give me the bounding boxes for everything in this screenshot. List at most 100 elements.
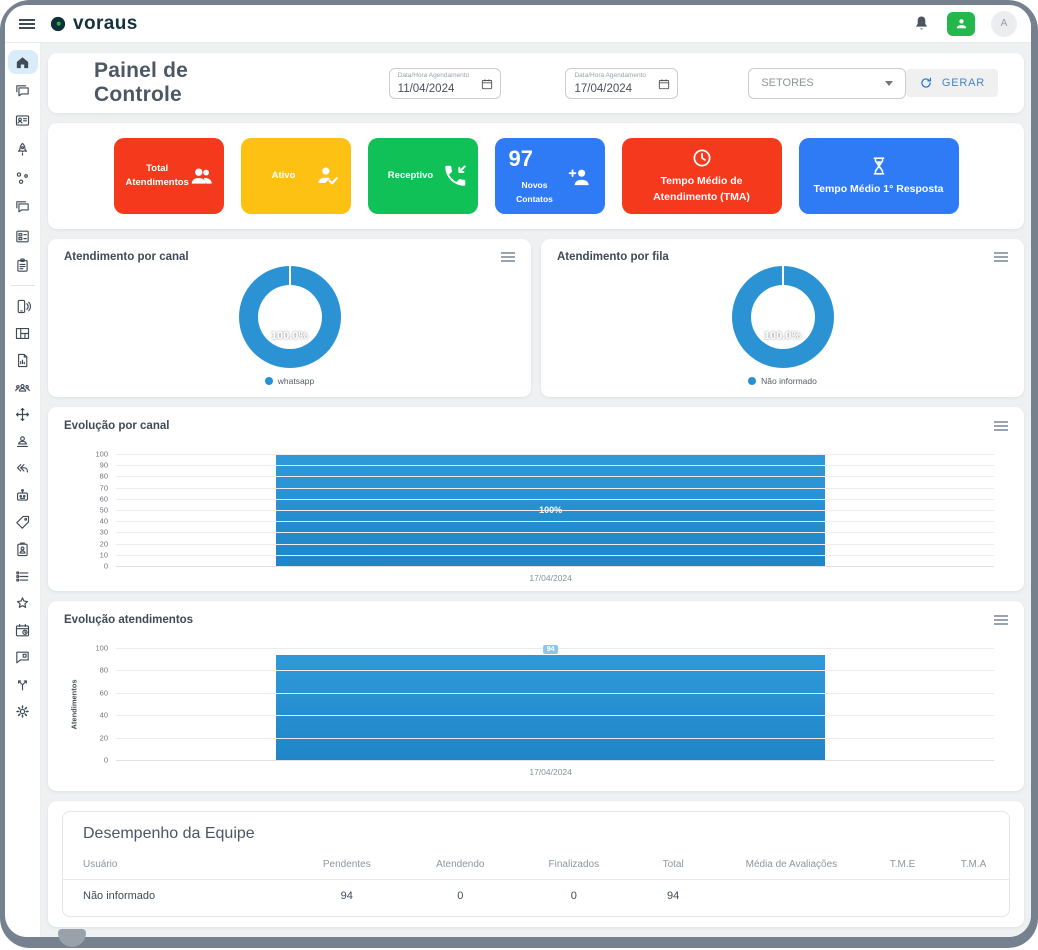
legend-dot xyxy=(264,377,273,385)
sidebar-item-settings[interactable] xyxy=(8,699,38,723)
brand-name: voraus xyxy=(73,12,138,34)
table-row: Não informado 94 0 0 94 xyxy=(63,879,1009,911)
brand-logo: voraus xyxy=(49,13,138,35)
cell-tma xyxy=(938,879,1009,911)
col-atendendo: Atendendo xyxy=(436,859,485,870)
col-total: Total xyxy=(662,859,684,870)
table-header-row: Usuário Pendentes Atendendo Finalizados … xyxy=(63,855,1009,880)
y-axis-title: Atendimentos xyxy=(69,678,79,730)
hourglass-icon xyxy=(873,157,884,175)
sidebar-item-chats[interactable] xyxy=(8,79,38,103)
date-to-value: 17/04/2024 xyxy=(574,82,633,95)
people-icon xyxy=(191,168,212,184)
col-tme: T.M.E xyxy=(889,859,916,870)
dashboard-grid-icon xyxy=(15,327,30,339)
sidebar-item-internal-chat[interactable] xyxy=(8,195,38,219)
sidebar-item-reports[interactable] xyxy=(8,348,38,372)
cell-atendendo: 0 xyxy=(403,879,518,911)
sectors-select-value: SETORES xyxy=(761,77,814,89)
y-axis-ticks: 0 20 40 60 80 100 xyxy=(95,643,108,765)
bubble-chart-icon xyxy=(16,171,28,184)
sidebar-divider xyxy=(10,285,35,286)
avatar[interactable]: A xyxy=(991,10,1017,37)
sidebar-item-chatbot[interactable] xyxy=(8,483,38,507)
person-add-icon xyxy=(568,169,589,186)
clipboard-icon xyxy=(17,258,28,272)
legend-item-nao-informado[interactable]: Não informado xyxy=(748,376,817,386)
chart-menu-icon[interactable] xyxy=(994,252,1008,262)
chart-card-evolucao-canal: Evolução por canal 0 10 20 30 40 50 60 70 80 90 10… xyxy=(48,407,1024,591)
phone-incoming-icon xyxy=(444,165,466,186)
kpi-receptivo: Receptivo xyxy=(367,138,478,214)
calendar-icon xyxy=(659,78,670,89)
sidebar-item-home[interactable] xyxy=(7,50,38,74)
sidebar-item-dashboard[interactable] xyxy=(8,321,38,345)
donut-slice-label: 100.0% xyxy=(763,330,802,343)
kpi-ativo: Ativo xyxy=(240,138,351,214)
bar-chart-atendimentos: Atendimentos 0 20 40 60 80 100 94 17/04/2024 xyxy=(70,644,994,777)
notifications-bell-icon[interactable] xyxy=(912,14,931,33)
sidebar-item-contacts[interactable] xyxy=(8,108,38,132)
kpi-label: Receptivo xyxy=(387,169,434,181)
calendar-clock-icon xyxy=(15,623,30,636)
cell-finalizados: 0 xyxy=(517,879,631,911)
kpi-label: Novos Contatos xyxy=(516,180,553,205)
kpi-value: 97 xyxy=(508,146,533,171)
y-axis-ticks: 0 10 20 30 40 50 60 70 80 90 100 xyxy=(95,449,108,571)
date-from-field[interactable]: Data/Hora Agendamento 11/04/2024 xyxy=(388,67,502,99)
sidebar-item-lists[interactable] xyxy=(8,564,38,588)
team-performance-card: Desempenho da Equipe Usuário Pendentes A… xyxy=(48,801,1024,927)
chart-menu-icon[interactable] xyxy=(994,421,1008,431)
sidebar-item-teams[interactable] xyxy=(8,375,38,399)
team-table: Usuário Pendentes Atendendo Finalizados … xyxy=(63,855,1009,911)
kpi-tma: Tempo Médio de Atendimento (TMA) xyxy=(621,138,782,214)
agent-status-button[interactable] xyxy=(947,11,975,36)
chart-title: Atendimento por fila xyxy=(557,251,669,263)
plot-area: 94 xyxy=(116,644,994,761)
donut-slice-gap xyxy=(288,266,291,285)
chat-icon xyxy=(16,200,29,212)
sidebar-item-kanban[interactable] xyxy=(8,224,38,248)
brand-icon xyxy=(50,16,66,31)
cell-total: 94 xyxy=(630,879,716,911)
sidebar-item-quick-replies[interactable] xyxy=(8,456,38,480)
feedback-icon xyxy=(16,651,29,663)
legend-item-whatsapp[interactable]: whatsapp xyxy=(264,376,315,386)
sidebar-item-flows[interactable] xyxy=(8,672,38,696)
col-finalizados: Finalizados xyxy=(548,859,600,870)
sidebar-item-calls[interactable] xyxy=(8,294,38,318)
chart-menu-icon[interactable] xyxy=(994,615,1008,625)
sectors-select[interactable]: SETORES xyxy=(748,67,906,99)
legend-label: whatsapp xyxy=(277,376,315,386)
robot-icon xyxy=(16,488,29,501)
chevron-down-icon xyxy=(884,80,893,86)
kpi-label: Tempo Médio de Atendimento (TMA) xyxy=(653,175,750,203)
kpi-primeira-resposta: Tempo Médio 1° Resposta xyxy=(798,138,959,214)
sidebar-item-agents[interactable] xyxy=(8,429,38,453)
sidebar-item-tags[interactable] xyxy=(8,510,38,534)
kpi-total-atendimentos: Total Atendimentos xyxy=(113,138,224,214)
window-handle xyxy=(58,929,86,947)
bar-17-04-2024 xyxy=(275,654,826,760)
chart-menu-icon[interactable] xyxy=(501,252,515,262)
kpi-novos-contatos: 97 Novos Contatos xyxy=(494,138,605,214)
date-to-field[interactable]: Data/Hora Agendamento 17/04/2024 xyxy=(565,67,679,99)
sidebar-item-campaigns[interactable] xyxy=(8,137,38,161)
home-icon xyxy=(16,56,29,68)
sidebar-item-transfers[interactable] xyxy=(8,402,38,426)
sidebar-item-tasks[interactable] xyxy=(8,253,38,277)
sidebar-item-connections[interactable] xyxy=(8,166,38,190)
ballot-grid-icon xyxy=(16,230,29,242)
generate-button-label: GERAR xyxy=(941,77,986,89)
plot-area: 100% xyxy=(116,454,994,567)
sidebar-item-forms[interactable] xyxy=(8,537,38,561)
menu-icon[interactable] xyxy=(19,18,35,29)
sidebar-item-feedback[interactable] xyxy=(8,645,38,669)
sidebar-item-schedules[interactable] xyxy=(8,618,38,642)
sidebar-item-ratings[interactable] xyxy=(8,591,38,615)
col-tma: T.M.A xyxy=(960,859,987,870)
kpi-label: Ativo xyxy=(271,169,296,181)
generate-button[interactable]: GERAR xyxy=(905,69,999,97)
call-split-icon xyxy=(18,679,27,690)
refresh-icon xyxy=(921,77,931,88)
